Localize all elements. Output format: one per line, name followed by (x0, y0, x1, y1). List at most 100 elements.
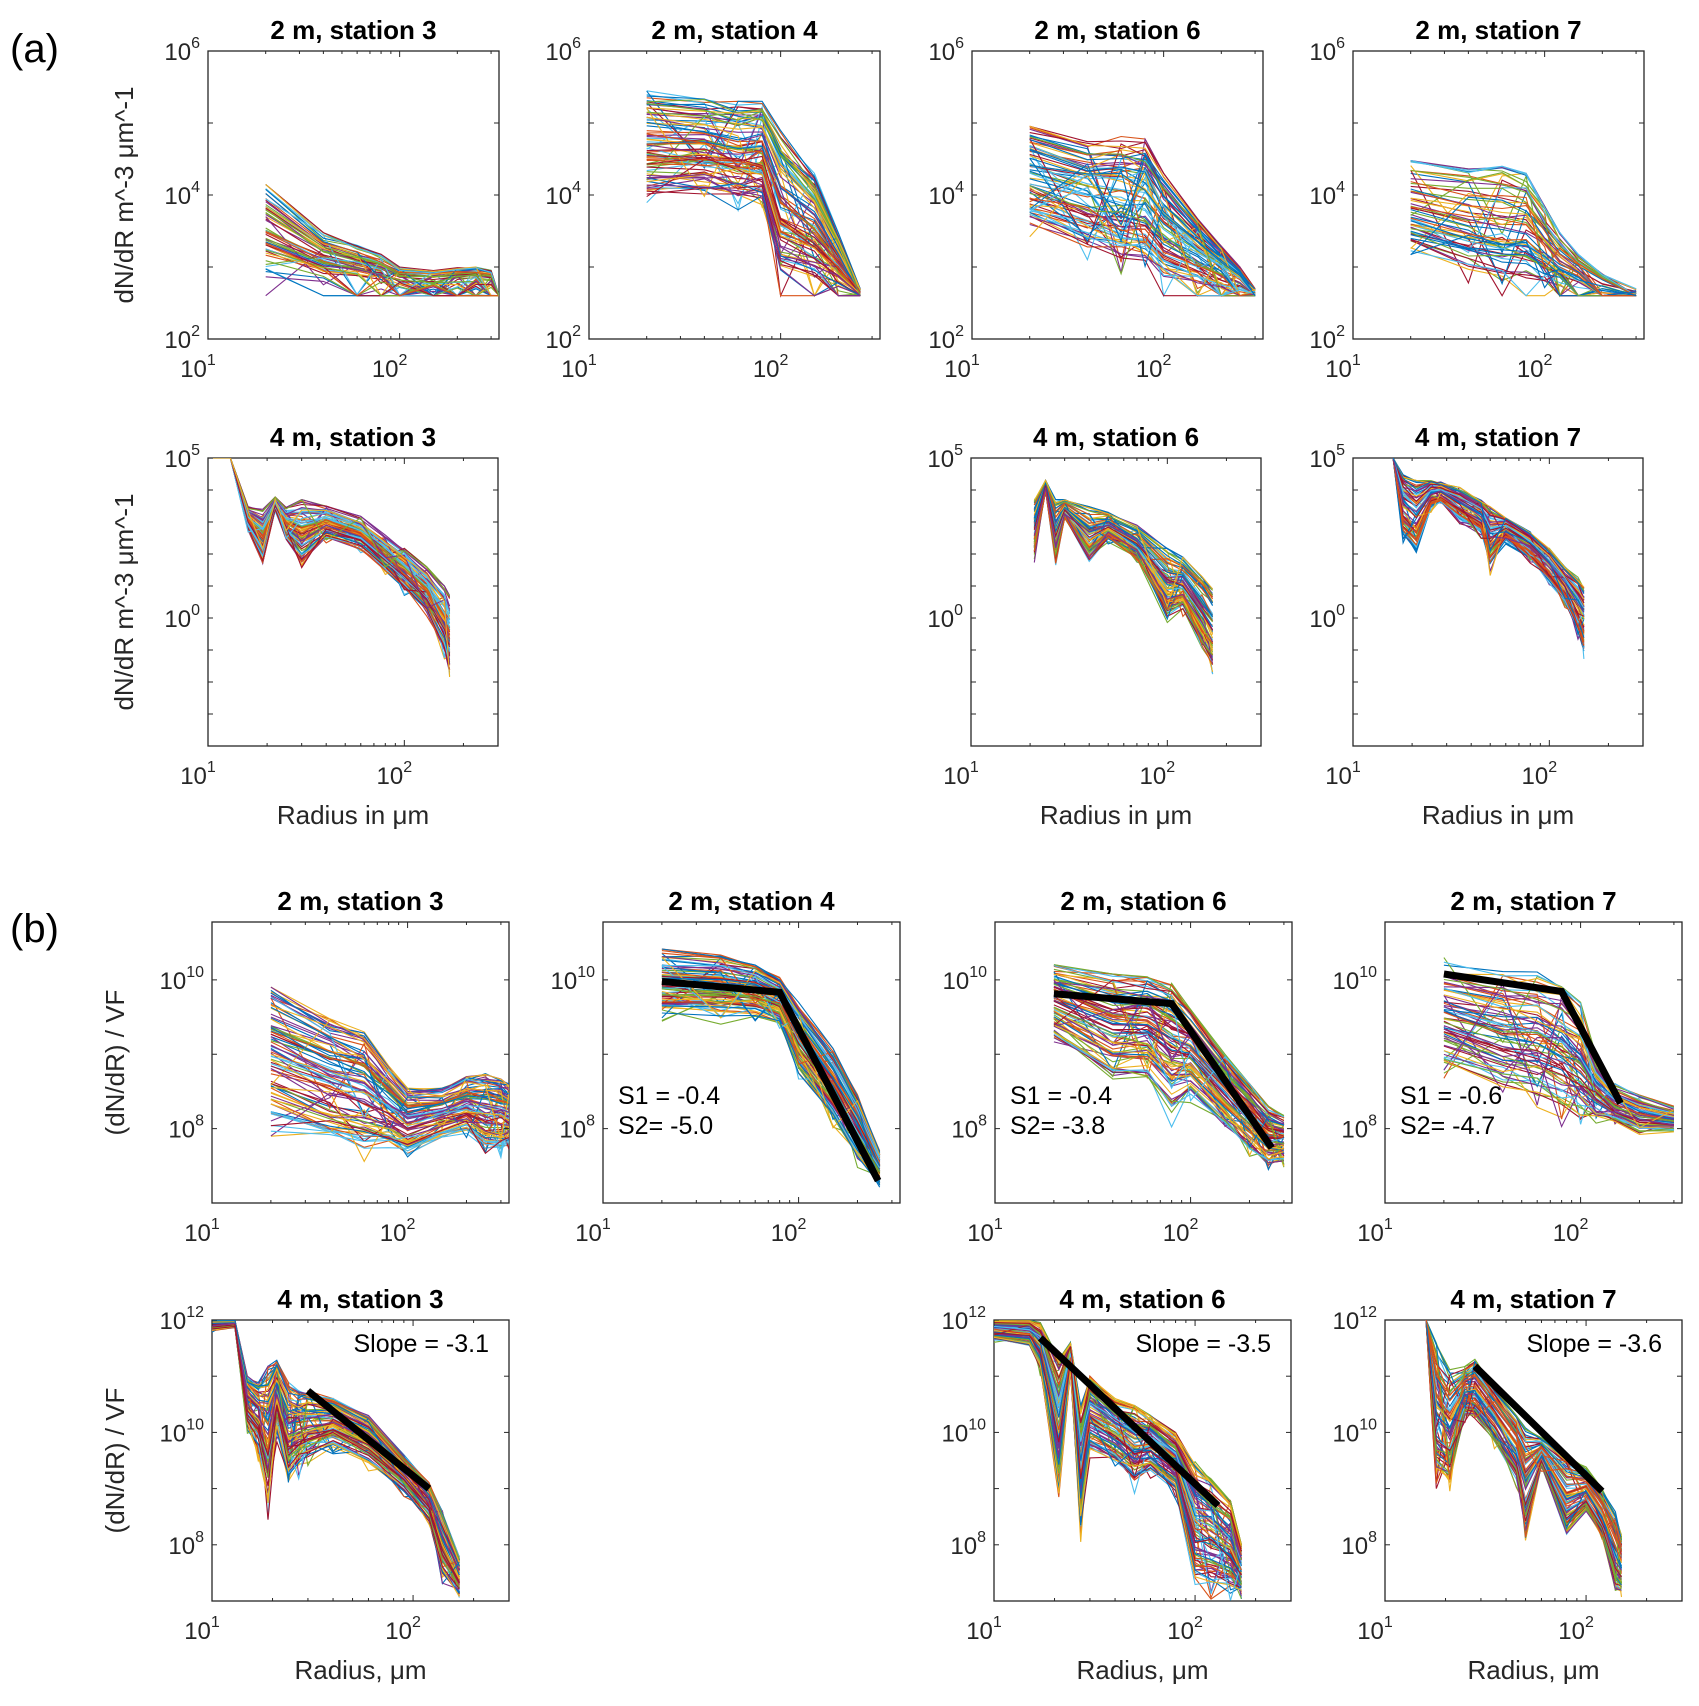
data-curve (646, 116, 861, 297)
data-curve (270, 1004, 509, 1139)
fit-line (305, 1388, 432, 1492)
data-curve (1443, 989, 1675, 1118)
data-curve (1425, 1320, 1623, 1557)
data-curve (1443, 1009, 1675, 1120)
data-curve (1029, 164, 1256, 297)
subplot-b-4m-st7: 4 m, station 7 101 102 108 1010 1012 Radius, μ… (1333, 1284, 1683, 1685)
x-tick-label: 101 (561, 352, 597, 383)
y-tick-label: 102 (1309, 323, 1345, 354)
data-curve (1410, 161, 1637, 297)
y-axis-label: dN/dR m^-3 μm^-1 (109, 86, 139, 303)
data-curve (1029, 132, 1256, 296)
data-curve (1443, 1028, 1674, 1129)
data-curve (1029, 149, 1256, 297)
data-curve (994, 1325, 1242, 1601)
y-tick-label: 100 (1309, 602, 1345, 633)
y-axis-label: (dN/dR) / VF (100, 1388, 130, 1534)
data-curve (270, 1055, 509, 1127)
data-curve (1033, 480, 1214, 596)
y-tick-label: 106 (545, 35, 581, 66)
slope-annotation: S2= -3.8 (1010, 1112, 1105, 1140)
data-curve (270, 1026, 509, 1110)
data-curve (265, 244, 499, 297)
slope-annotation: Slope = -3.1 (353, 1330, 489, 1358)
data-curve (1443, 1035, 1674, 1132)
data-curve (646, 103, 861, 296)
data-curve (1392, 458, 1585, 609)
y-tick-label: 1010 (943, 964, 988, 995)
data-curve (265, 209, 499, 296)
data-curve (1443, 1031, 1674, 1126)
x-tick-label: 101 (967, 1216, 1003, 1247)
subplot-title: 2 m, station 4 (651, 15, 818, 45)
y-tick-label: 100 (927, 602, 963, 633)
y-tick-label: 105 (1309, 442, 1345, 473)
data-curve (1443, 1058, 1674, 1133)
slope-annotation: S1 = -0.6 (1400, 1082, 1502, 1110)
y-tick-label: 106 (1309, 35, 1345, 66)
data-curve (212, 1325, 460, 1590)
x-tick-label: 101 (1357, 1614, 1393, 1645)
y-tick-label: 106 (928, 35, 964, 66)
y-tick-label: 108 (951, 1113, 987, 1144)
plot-area (1053, 964, 1285, 1171)
data-curve (265, 188, 499, 297)
data-curve (1425, 1320, 1623, 1542)
data-curve (270, 1036, 509, 1115)
data-curve (646, 184, 861, 297)
subplot-a-4m-st3: 4 m, station 3 101 102 100 105 Radius in μm dN… (109, 422, 499, 830)
data-curve (1053, 975, 1285, 1149)
subplot-b-4m-st6: 4 m, station 6 101 102 108 1010 1012 Radius, μ… (942, 1284, 1292, 1685)
subplot-b-2m-st6: 2 m, station 6 101 102 108 1010 S1 = -0.4S2= … (943, 886, 1293, 1247)
data-curve (265, 184, 499, 296)
data-curve (994, 1330, 1242, 1574)
subplot-title: 2 m, station 6 (1060, 886, 1226, 916)
data-curve (270, 1018, 509, 1131)
data-curve (208, 458, 451, 635)
y-axis-label: dN/dR m^-3 μm^-1 (109, 493, 139, 710)
data-curve (994, 1327, 1242, 1566)
data-curve (1053, 973, 1285, 1167)
plot-area (1033, 479, 1214, 675)
data-curve (1410, 196, 1637, 297)
data-curve (1029, 213, 1256, 297)
data-curve (1029, 210, 1256, 297)
data-curve (208, 458, 451, 678)
data-curve (270, 1111, 509, 1152)
data-curve (1029, 197, 1256, 297)
data-curve (994, 1335, 1242, 1586)
y-tick-label: 1010 (160, 1416, 205, 1447)
data-curve (994, 1328, 1242, 1571)
data-curve (994, 1334, 1242, 1585)
data-curve (1410, 220, 1637, 297)
data-curve (208, 458, 451, 665)
axes-frame (602, 921, 901, 1204)
plot-area (1410, 160, 1637, 298)
data-curve (646, 180, 861, 297)
y-tick-label: 108 (1341, 1113, 1377, 1144)
y-tick-label: 105 (164, 442, 200, 473)
y-tick-label: 108 (1341, 1529, 1377, 1560)
slope-annotation: S1 = -0.4 (1010, 1082, 1112, 1110)
data-curve (265, 242, 499, 297)
slope-annotation: S1 = -0.4 (618, 1082, 720, 1110)
data-curve (1053, 1024, 1285, 1157)
x-tick-label: 101 (1325, 759, 1361, 790)
data-curve (1392, 458, 1585, 613)
data-curve (994, 1326, 1242, 1567)
y-tick-label: 108 (168, 1529, 204, 1560)
slope-annotation: S2= -4.7 (1400, 1112, 1495, 1140)
y-tick-label: 102 (545, 323, 581, 354)
plot-area (994, 1320, 1242, 1601)
data-curve (1392, 458, 1585, 633)
data-curve (1053, 964, 1285, 1117)
data-curve (661, 1012, 881, 1185)
data-curve (994, 1320, 1242, 1547)
x-tick-label: 101 (184, 1216, 220, 1247)
subplot-title: 4 m, station 3 (277, 1284, 443, 1314)
subplot-title: 2 m, station 3 (270, 15, 436, 45)
data-curve (1425, 1320, 1623, 1561)
data-curve (212, 1324, 460, 1582)
fit-line (1037, 1335, 1221, 1509)
